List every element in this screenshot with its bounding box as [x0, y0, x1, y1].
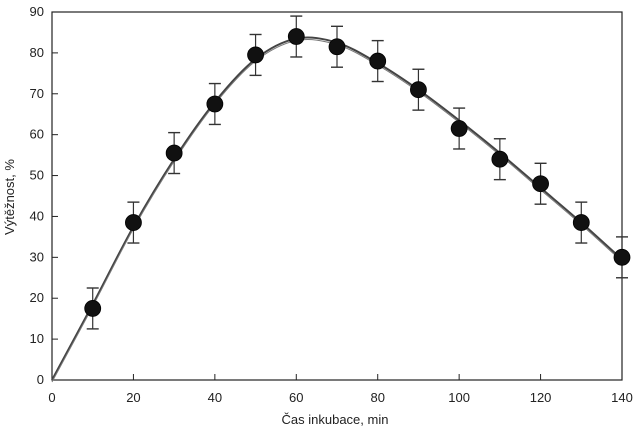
- y-tick-label: 70: [30, 86, 44, 101]
- y-tick-label: 10: [30, 331, 44, 346]
- data-point: [491, 150, 509, 168]
- y-tick-label: 80: [30, 45, 44, 60]
- x-axis-label: Čas inkubace, min: [282, 412, 389, 427]
- x-tick-label: 140: [611, 390, 633, 405]
- data-point: [206, 95, 224, 113]
- data-point: [125, 214, 142, 231]
- data-point: [613, 248, 631, 266]
- x-tick-label: 80: [370, 390, 384, 405]
- plot-frame: [51, 11, 623, 381]
- data-point: [532, 175, 549, 193]
- data-point: [247, 46, 264, 64]
- data-point: [328, 38, 346, 56]
- data-point: [165, 144, 183, 162]
- data-point: [287, 28, 305, 45]
- data-point: [572, 214, 590, 231]
- x-tick-label: 20: [126, 390, 140, 405]
- y-tick-label: 20: [30, 290, 44, 305]
- y-tick-label: 90: [30, 4, 44, 19]
- y-tick-label: 60: [30, 127, 44, 142]
- axis-labels-layer: Čas inkubace, min Výtěžnost, %: [2, 159, 388, 427]
- x-tick-label: 120: [530, 390, 552, 405]
- x-tick-label: 40: [208, 390, 222, 405]
- x-tick-label: 100: [448, 390, 470, 405]
- x-tick-label: 0: [48, 390, 55, 405]
- data-point-layer: [84, 28, 631, 317]
- y-axis-label: Výtěžnost, %: [2, 159, 17, 235]
- y-tick-label: 30: [30, 249, 44, 264]
- error-bar-layer: [86, 15, 628, 330]
- y-tick-label: 40: [30, 208, 44, 223]
- axes-layer: 0 20 40 60 80 100 120 140 0 10 20 30 40 50 60 70 80 90: [30, 4, 633, 405]
- y-tick-label: 0: [37, 372, 44, 387]
- data-point: [450, 120, 468, 137]
- fit-curve-line: [51, 36, 623, 381]
- data-point: [410, 81, 427, 99]
- fit-curve-layer: [51, 36, 623, 383]
- data-point: [84, 300, 102, 317]
- y-tick-label: 50: [30, 168, 44, 183]
- x-tick-label: 60: [289, 390, 303, 405]
- fit-curve-shadow: [51, 38, 623, 383]
- data-point: [369, 52, 387, 70]
